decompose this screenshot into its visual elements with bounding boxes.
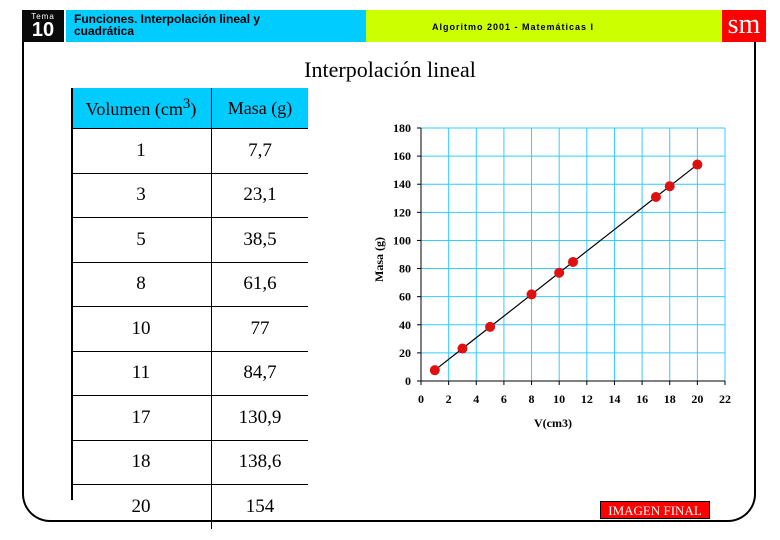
x-tick-label: 4 xyxy=(473,392,479,406)
header-title-line1: Funciones. Interpolación lineal y xyxy=(74,12,261,26)
data-point xyxy=(692,159,703,170)
mass-volume-chart: 0 2 4 6 8 10 12 14 16 18 20 22 0 20 40 60 80 100 120 140 160… xyxy=(372,121,731,430)
volume-cell: 8 xyxy=(71,261,212,307)
table-row: 1 7,7 xyxy=(71,128,308,173)
x-tick-label: 14 xyxy=(608,392,620,406)
mass-cell: 84,7 xyxy=(211,350,308,396)
header-title: Funciones. Interpolación lineal y cuadrá… xyxy=(66,10,366,42)
table-row: 8 61,6 xyxy=(71,261,308,307)
data-point xyxy=(526,289,537,300)
header: Tema 10 Funciones. Interpolación lineal … xyxy=(0,0,780,44)
mass-cell: 154 xyxy=(211,484,308,529)
volume-cell: 18 xyxy=(71,439,212,485)
tema-badge: Tema 10 xyxy=(22,10,64,42)
mass-cell: 7,7 xyxy=(211,128,308,173)
volume-cell: 1 xyxy=(71,128,212,173)
header-subtitle: Algoritmo 2001 - Matemáticas I xyxy=(366,10,722,42)
tema-label: Tema xyxy=(31,12,55,21)
data-point xyxy=(485,321,496,332)
volume-cell: 17 xyxy=(71,395,212,440)
mass-cell: 23,1 xyxy=(211,172,308,218)
table-row: 3 23,1 xyxy=(71,172,308,218)
volume-cell: 3 xyxy=(71,172,212,218)
y-tick-label: 180 xyxy=(393,121,411,135)
x-tick-label: 10 xyxy=(553,392,565,406)
x-tick-label: 6 xyxy=(501,392,507,406)
x-tick-label: 20 xyxy=(691,392,703,406)
x-axis-label: V(cm3) xyxy=(534,416,572,430)
x-tick-label: 2 xyxy=(446,392,452,406)
table-row: 5 38,5 xyxy=(71,217,308,262)
table-header-row: Volumen (cm3) Masa (g) xyxy=(71,88,308,129)
x-tick-label: 18 xyxy=(664,392,676,406)
imagen-final-button[interactable]: IMAGEN FINAL xyxy=(600,501,710,519)
tema-number: 10 xyxy=(31,19,55,41)
data-point xyxy=(457,343,468,354)
mass-cell: 77 xyxy=(211,306,308,351)
table-row: 11 84,7 xyxy=(71,350,308,396)
data-table: Volumen (cm3) Masa (g) 1 7,7 3 23,1 5 38,5 … xyxy=(71,88,308,529)
volume-cell: 11 xyxy=(71,350,212,396)
slide-frame xyxy=(22,40,756,522)
table-header-volume: Volumen (cm3) xyxy=(71,88,212,129)
data-point xyxy=(650,192,661,203)
y-tick-label: 0 xyxy=(405,374,411,388)
y-tick-label: 80 xyxy=(399,262,411,276)
y-tick-label: 60 xyxy=(399,290,411,304)
data-point xyxy=(664,181,675,192)
sm-logo: sm xyxy=(722,10,766,42)
data-point xyxy=(429,365,440,376)
y-tick-label: 160 xyxy=(393,149,411,163)
page-title: Interpolación lineal xyxy=(304,57,476,82)
volume-cell: 5 xyxy=(71,217,212,262)
mass-cell: 61,6 xyxy=(211,261,308,307)
x-tick-label: 12 xyxy=(581,392,593,406)
y-tick-label: 40 xyxy=(399,318,411,332)
table-row: 10 77 xyxy=(71,306,308,351)
y-tick-label: 140 xyxy=(393,177,411,191)
table-row: 17 130,9 xyxy=(71,395,308,440)
y-tick-label: 120 xyxy=(393,205,411,219)
table-row: 20 154 xyxy=(71,484,308,529)
y-tick-label: 20 xyxy=(399,346,411,360)
table-row: 18 138,6 xyxy=(71,439,308,485)
data-point xyxy=(568,256,578,267)
data-point xyxy=(554,267,565,278)
x-tick-label: 22 xyxy=(719,392,731,406)
x-tick-label: 0 xyxy=(418,392,424,406)
volume-cell: 10 xyxy=(71,306,212,351)
mass-cell: 38,5 xyxy=(211,217,308,262)
table-left-border xyxy=(71,88,73,500)
table-header-mass: Masa (g) xyxy=(211,88,308,129)
y-axis-label: Masa (g) xyxy=(372,237,386,282)
y-tick-label: 100 xyxy=(393,233,411,247)
mass-cell: 138,6 xyxy=(211,439,308,485)
header-title-line2: cuadrática xyxy=(74,24,135,38)
x-tick-label: 16 xyxy=(636,392,648,406)
x-tick-label: 8 xyxy=(529,392,535,406)
mass-cell: 130,9 xyxy=(211,395,308,440)
volume-cell: 20 xyxy=(71,484,212,529)
